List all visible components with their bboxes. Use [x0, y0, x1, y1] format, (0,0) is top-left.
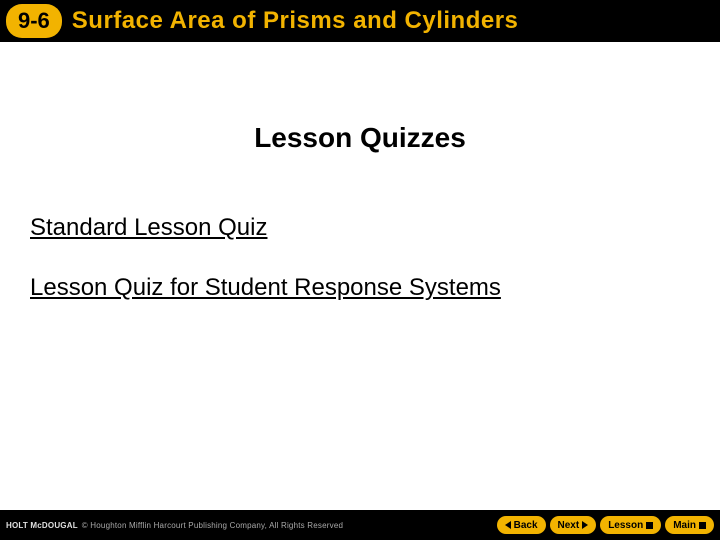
main-icon [699, 522, 706, 529]
section-number-badge: 9-6 [6, 4, 62, 38]
footer-bar: HOLT McDOUGAL © Houghton Mifflin Harcour… [0, 510, 720, 540]
lesson-button-label: Lesson [608, 520, 643, 531]
back-icon [505, 521, 511, 529]
next-button-label: Next [558, 520, 580, 531]
copyright-text: © Houghton Mifflin Harcourt Publishing C… [82, 521, 343, 530]
header-bar: 9-6 Surface Area of Prisms and Cylinders [0, 0, 720, 42]
next-icon [582, 521, 588, 529]
back-button-label: Back [514, 520, 538, 531]
slide: 9-6 Surface Area of Prisms and Cylinders… [0, 0, 720, 540]
content-area: Lesson Quizzes Standard Lesson Quiz Less… [0, 42, 720, 510]
publisher-logo: HOLT McDOUGAL [6, 521, 78, 530]
quizzes-heading: Lesson Quizzes [30, 122, 690, 154]
main-button[interactable]: Main [665, 516, 714, 534]
main-button-label: Main [673, 520, 696, 531]
lesson-button[interactable]: Lesson [600, 516, 661, 534]
nav-buttons: Back Next Lesson Main [497, 516, 714, 534]
lesson-title: Surface Area of Prisms and Cylinders [72, 7, 519, 35]
back-button[interactable]: Back [497, 516, 546, 534]
next-button[interactable]: Next [550, 516, 597, 534]
student-response-quiz-link[interactable]: Lesson Quiz for Student Response Systems [30, 274, 690, 302]
lesson-icon [646, 522, 653, 529]
standard-lesson-quiz-link[interactable]: Standard Lesson Quiz [30, 214, 690, 242]
copyright: HOLT McDOUGAL © Houghton Mifflin Harcour… [6, 521, 343, 530]
